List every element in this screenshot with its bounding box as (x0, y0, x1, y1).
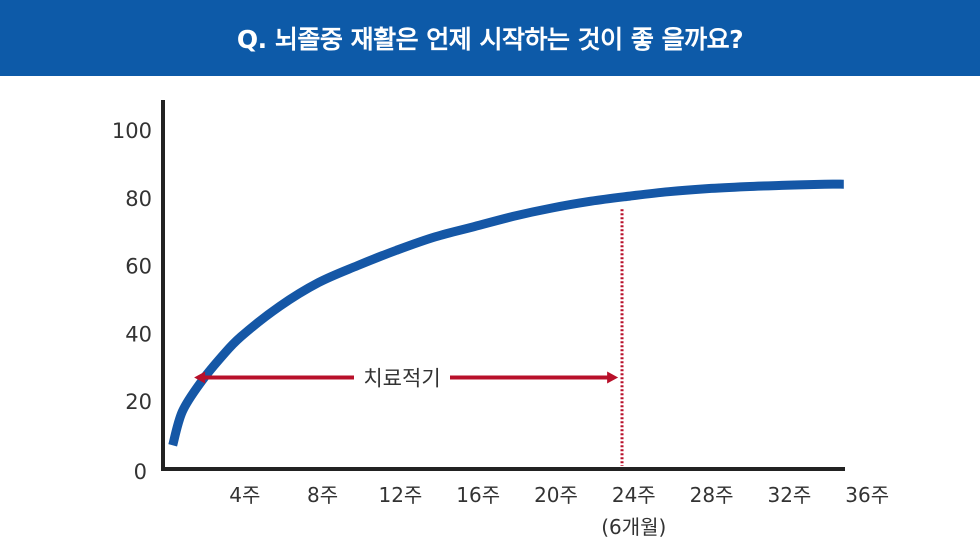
y-tick-label: 0 (134, 460, 147, 484)
annotation: 치료적기 (194, 209, 624, 466)
header-bar: Q. 뇌졸중 재활은 언제 시작하는 것이 좋 을까요? (0, 0, 980, 76)
x-tick-label: 12주 (378, 483, 422, 507)
y-tick-label: 40 (125, 322, 152, 346)
x-tick-label: 4주 (229, 483, 260, 507)
y-tick-label: 100 (112, 119, 152, 143)
x-tick-label: 36주 (845, 483, 889, 507)
y-tick-label: 20 (125, 390, 152, 414)
x-tick-sublabel: (6개월) (601, 515, 666, 539)
arrow-head-right (607, 371, 619, 384)
y-tick-label: 60 (125, 255, 152, 279)
x-tick-label: 32주 (767, 483, 811, 507)
x-tick-label: 16주 (456, 483, 500, 507)
x-tick-labels: 4주 8주 12주 16주 20주 24주 (6개월) 28주 32주 36주 (229, 483, 889, 539)
x-tick-label: 24주 (612, 483, 656, 507)
x-tick-label: 20주 (534, 483, 578, 507)
axes (161, 100, 845, 471)
x-tick-label: 28주 (690, 483, 734, 507)
page-title: Q. 뇌졸중 재활은 언제 시작하는 것이 좋 을까요? (236, 25, 744, 54)
recovery-curve (168, 179, 844, 447)
series (168, 179, 844, 447)
y-tick-label: 80 (125, 187, 152, 211)
annotation-label: 치료적기 (363, 366, 440, 390)
y-tick-labels: 0 20 40 60 80 100 (112, 119, 152, 484)
arrow-head-left (194, 371, 206, 384)
x-tick-label: 8주 (307, 483, 338, 507)
